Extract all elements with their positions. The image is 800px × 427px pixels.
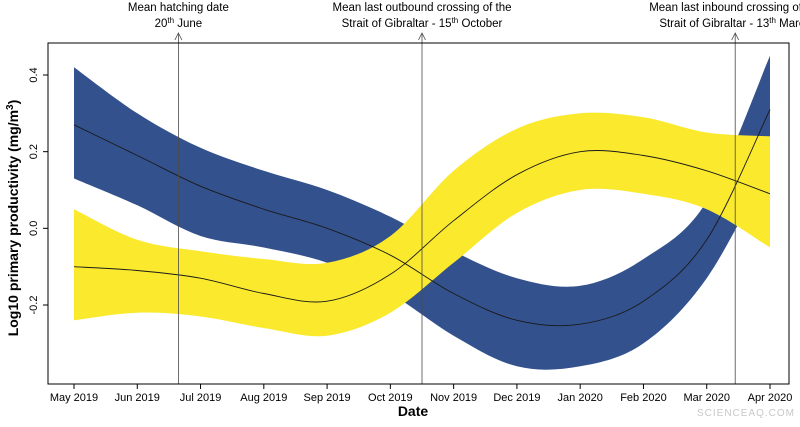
annotation-label-1-line1: Mean hatching date <box>128 2 229 14</box>
series-mean-line-1 <box>73 109 771 327</box>
y-axis-title-main: Log10 primary productivity (mg/m <box>5 110 21 336</box>
x-tick-label: Jan 2020 <box>558 392 603 404</box>
annotation-text-end: March <box>776 18 800 30</box>
y-axis-title: Log10 primary productivity (mg/m3) <box>5 100 21 337</box>
x-tick-label: May 2019 <box>50 392 98 404</box>
plot-frame <box>47 42 790 385</box>
x-tick-label: Mar 2020 <box>683 392 729 404</box>
lines-layer <box>73 109 771 327</box>
y-tick-label: 0.0 <box>28 221 40 236</box>
annotation-superscript: th <box>452 16 459 25</box>
annotation-text-end: October <box>458 18 502 30</box>
series-mean-line-2 <box>73 150 771 303</box>
x-tick-label: Jun 2019 <box>115 392 160 404</box>
annotation-label-2-line1: Mean last outbound crossing of the <box>332 2 511 14</box>
x-tick-label: Oct 2019 <box>368 392 413 404</box>
annotation-text: Strait of Gibraltar - 13 <box>659 18 769 30</box>
watermark: SCIENCEAQ.COM <box>697 408 795 419</box>
axes-layer: May 2019 Jun 2019 Jul 2019 Aug 2019 Sep 2019… <box>28 42 793 404</box>
annotation-superscript: th <box>167 16 174 25</box>
annotation-arrowhead-3 <box>731 32 740 41</box>
annotation-text: Strait of Gibraltar - 15 <box>342 18 452 30</box>
annotation-label-3-line2: Strait of Gibraltar - 13th March <box>659 16 800 30</box>
annotation-label-1-line2: 20th June <box>155 16 203 30</box>
series-band-1 <box>74 55 770 370</box>
y-tick-label: 0.2 <box>28 144 40 159</box>
x-tick-label: Apr 2020 <box>748 392 793 404</box>
x-axis-title: Date <box>398 403 429 419</box>
x-tick-label: Feb 2020 <box>620 392 666 404</box>
x-tick-label: Dec 2019 <box>493 392 540 404</box>
y-axis-title-end: ) <box>5 100 21 105</box>
x-tick-label: Jul 2019 <box>180 392 222 404</box>
annotation-label-2-line2: Strait of Gibraltar - 15th October <box>342 16 503 30</box>
x-tick-label: Sep 2019 <box>304 392 351 404</box>
y-tick-label: 0.4 <box>28 67 40 82</box>
annotation-label-3-line1: Mean last inbound crossing of the <box>649 2 800 14</box>
annotation-text: 20 <box>155 18 168 30</box>
annotation-arrowhead-2 <box>418 32 426 41</box>
annotation-superscript: th <box>769 16 776 25</box>
x-tick-label: Aug 2019 <box>240 392 287 404</box>
y-axis-title-sup: 3 <box>5 104 16 110</box>
annotation-arrowhead-1 <box>174 32 183 41</box>
annotation-text-end: June <box>174 18 202 30</box>
x-tick-label: Nov 2019 <box>430 392 477 404</box>
y-tick-label: -0.2 <box>28 296 40 315</box>
